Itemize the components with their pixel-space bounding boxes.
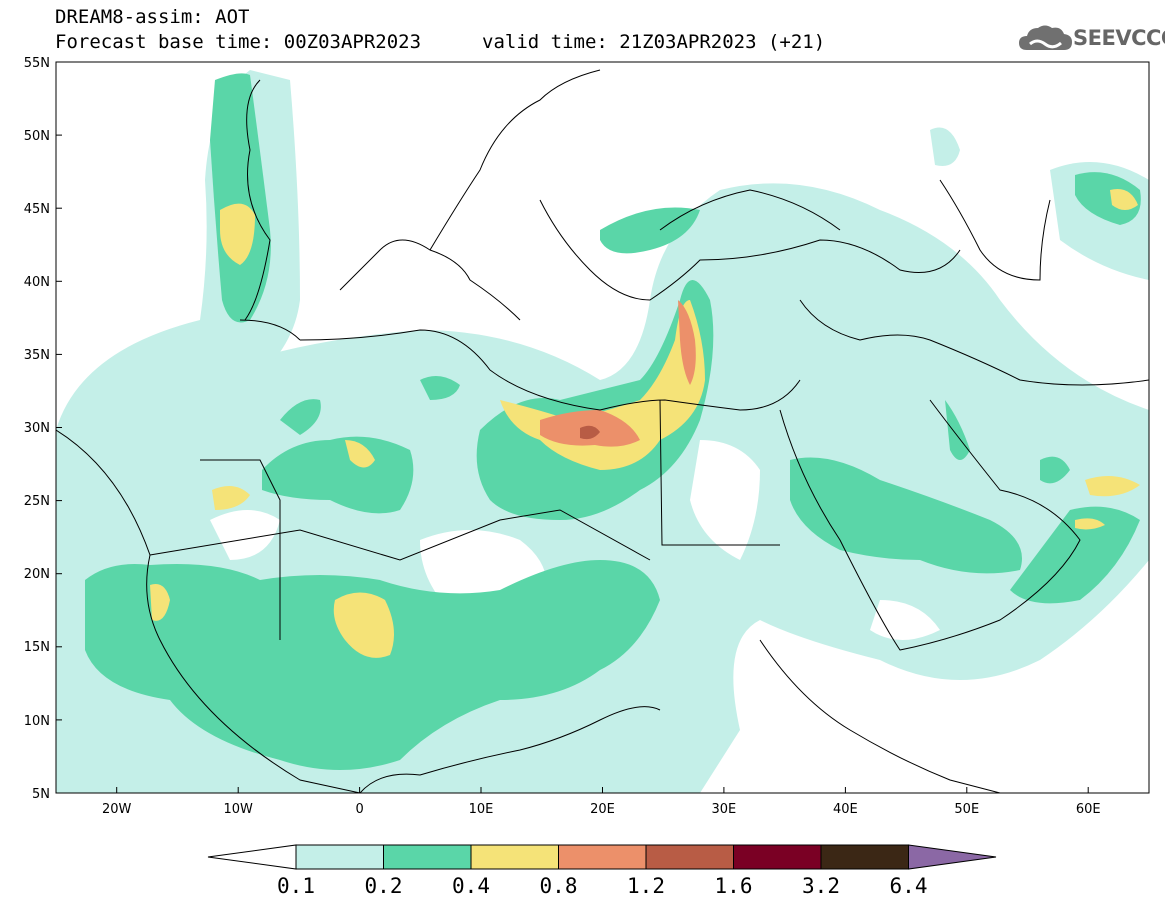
longitude-axis: 20W 10W 0 10E 20E 30E 40E 50E 60E: [102, 787, 1101, 817]
forecast-base-time: Forecast base time: 00Z03APR2023: [55, 31, 422, 53]
lat-label: 35N: [24, 348, 50, 363]
colorbar-label: 0.8: [540, 874, 578, 898]
colorbar-label: 6.4: [890, 874, 928, 898]
colorbar-label: 0.4: [452, 874, 490, 898]
lon-tick: 50E: [954, 787, 979, 817]
lon-label: 30E: [712, 802, 737, 817]
colorbar-swatches: [295, 844, 909, 870]
colorbar-label: 1.6: [715, 874, 753, 898]
logo-text: SEEVCCC: [1073, 26, 1165, 50]
lat-tick: 5N: [32, 787, 62, 802]
colorbar-high-arrow: [908, 844, 997, 870]
lat-label: 15N: [24, 640, 50, 655]
valid-time: valid time: 21Z03APR2023 (+21): [482, 31, 826, 53]
colorbar-low-arrow: [207, 844, 297, 870]
lon-tick: 30E: [712, 787, 737, 817]
colorbar-swatch: [645, 844, 734, 870]
lon-tick: 0: [355, 787, 364, 817]
lat-label: 25N: [24, 494, 50, 509]
colorbar-swatch: [733, 844, 822, 870]
seevccc-logo: SEEVCCC: [1017, 20, 1165, 56]
latitude-axis: 55N 50N 45N 40N 35N 30N 25N 20N 15N 10N …: [24, 56, 62, 802]
lat-tick: 10N: [24, 714, 62, 729]
aot-field: [56, 70, 1149, 793]
lat-label: 55N: [24, 56, 50, 71]
lat-tick: 45N: [24, 202, 62, 217]
lon-tick: 10E: [469, 787, 494, 817]
lon-tick: 20E: [590, 787, 615, 817]
map-title: DREAM8-assim: AOT: [55, 6, 250, 28]
lon-label: 20E: [590, 802, 615, 817]
lon-tick: 40E: [833, 787, 858, 817]
lat-label: 5N: [32, 787, 50, 802]
lat-tick: 30N: [24, 421, 62, 436]
colorbar-label: 0.2: [365, 874, 403, 898]
colorbar-swatch: [383, 844, 472, 870]
lon-label: 40E: [833, 802, 858, 817]
aot-level-1-2: [580, 425, 600, 440]
colorbar-label: 1.2: [627, 874, 665, 898]
lat-label: 10N: [24, 714, 50, 729]
lon-label: 60E: [1076, 802, 1101, 817]
coastlines: [56, 69, 1149, 793]
lon-tick: 60E: [1076, 787, 1101, 817]
lat-tick: 15N: [24, 640, 62, 655]
lon-label: 10E: [469, 802, 494, 817]
lon-tick: 10W: [223, 787, 253, 817]
colorbar-swatch: [558, 844, 647, 870]
lon-label: 10W: [223, 802, 253, 817]
lat-tick: 55N: [24, 56, 62, 71]
cloud-icon: [1019, 25, 1072, 50]
lon-tick: 20W: [102, 787, 132, 817]
lat-tick: 50N: [24, 129, 62, 144]
lat-label: 20N: [24, 567, 50, 582]
lat-tick: 40N: [24, 275, 62, 290]
colorbar-swatch: [820, 844, 909, 870]
lat-label: 50N: [24, 129, 50, 144]
lon-label: 20W: [102, 802, 132, 817]
lon-label: 0: [355, 802, 363, 817]
lat-tick: 25N: [24, 494, 62, 509]
colorbar-swatch: [470, 844, 559, 870]
colorbar-label: 3.2: [802, 874, 840, 898]
lat-label: 45N: [24, 202, 50, 217]
lat-tick: 20N: [24, 567, 62, 582]
colorbar-swatch: [295, 844, 384, 870]
aot-level-0-2: [85, 73, 1141, 770]
lon-label: 50E: [954, 802, 979, 817]
colorbar-label: 0.1: [277, 874, 315, 898]
lat-label: 30N: [24, 421, 50, 436]
colorbar: 0.1 0.2 0.4 0.8 1.2 1.6 3.2 6.4: [207, 844, 997, 898]
lat-label: 40N: [24, 275, 50, 290]
lat-tick: 35N: [24, 348, 62, 363]
